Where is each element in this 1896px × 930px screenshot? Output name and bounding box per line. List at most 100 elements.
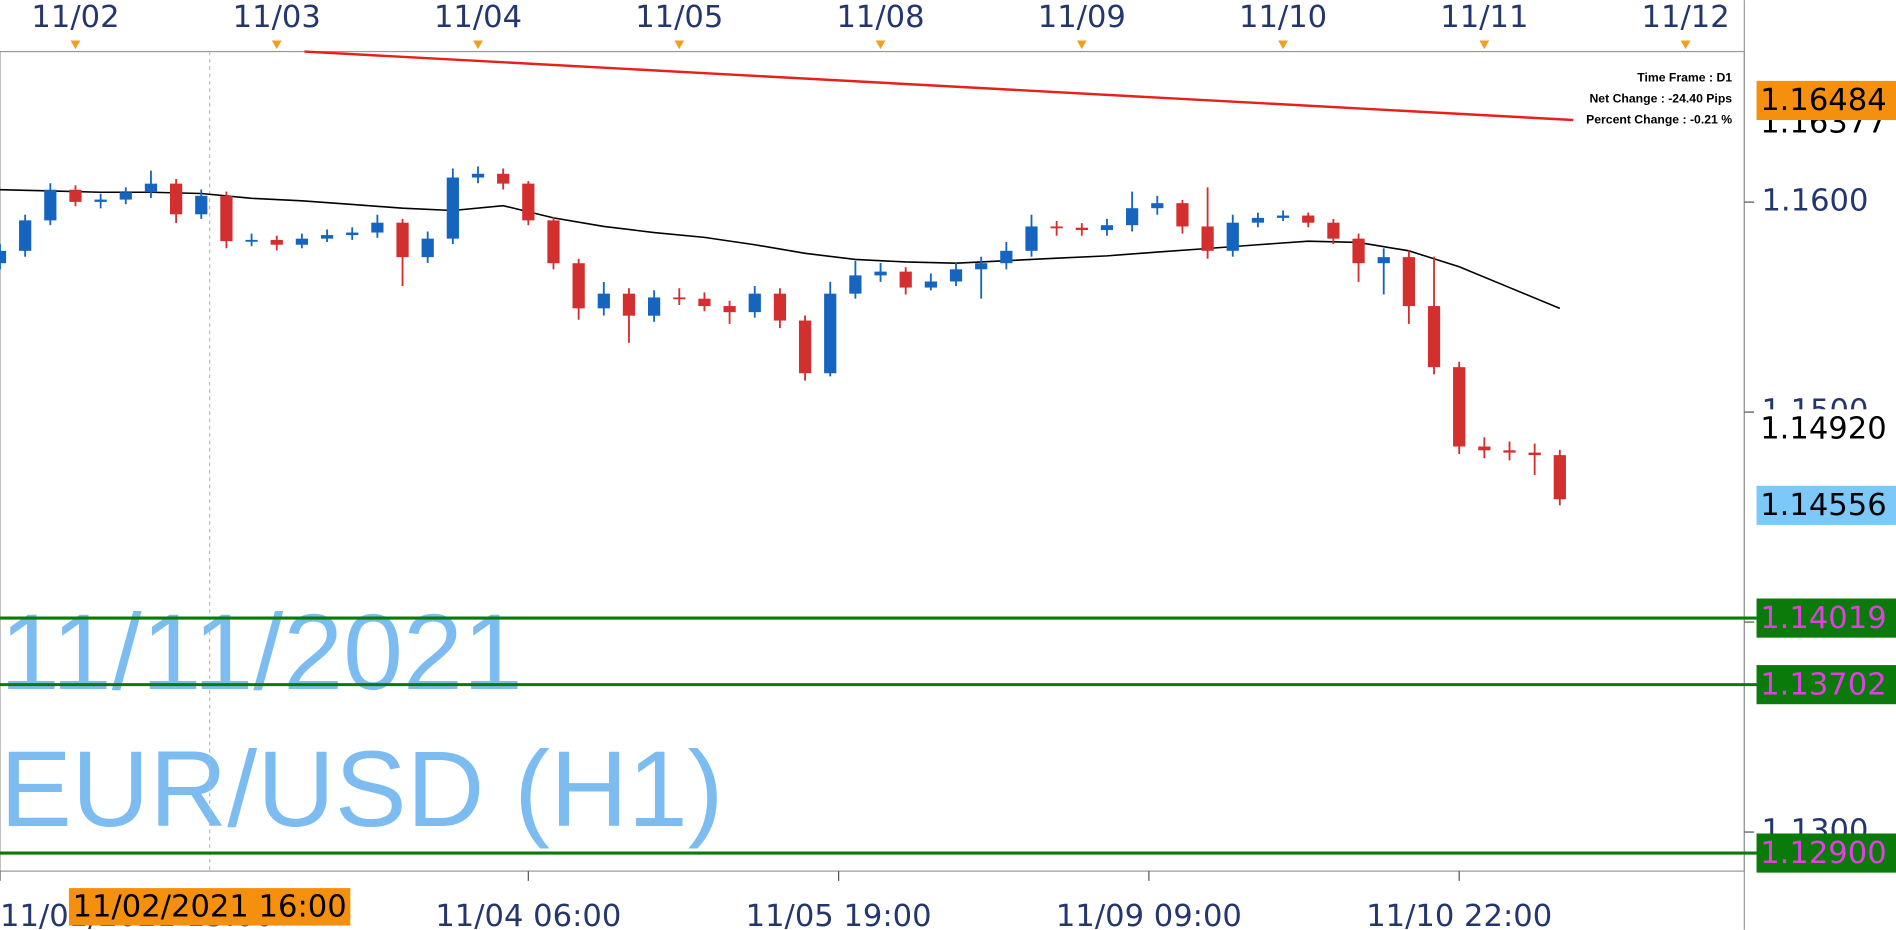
level-box bbox=[1756, 833, 1896, 873]
candle-body bbox=[220, 195, 233, 242]
top-x-tick bbox=[1680, 40, 1691, 50]
candle-body bbox=[899, 271, 912, 288]
candle-body bbox=[446, 177, 459, 239]
level-label: 1.14019 bbox=[1760, 601, 1886, 636]
price-label: 1.14920 bbox=[1760, 412, 1886, 447]
candle-body bbox=[0, 250, 7, 264]
candle-body bbox=[144, 183, 158, 193]
candle-body bbox=[69, 189, 82, 202]
bottom-x-tick-label: 11/04 06:00 bbox=[435, 899, 621, 930]
candle-body bbox=[1176, 203, 1189, 227]
candle-body bbox=[1453, 367, 1466, 447]
top-x-tick bbox=[1278, 40, 1288, 50]
candle-body bbox=[195, 195, 208, 215]
candle-body bbox=[547, 220, 560, 264]
candle-body bbox=[1276, 215, 1290, 218]
candle-body bbox=[622, 293, 636, 316]
candle-body bbox=[874, 271, 887, 276]
candle-body bbox=[949, 269, 963, 282]
level-box bbox=[1756, 665, 1896, 705]
candle-body bbox=[19, 220, 32, 251]
candle-body bbox=[1126, 208, 1139, 226]
candle-body bbox=[1226, 222, 1239, 251]
top-x-tick-label: 11/11 bbox=[1440, 0, 1528, 35]
candle-body bbox=[849, 275, 862, 294]
candle-body bbox=[320, 235, 334, 239]
top-x-tick-label: 11/09 bbox=[1038, 0, 1126, 35]
candle-body bbox=[169, 183, 183, 215]
candle-body bbox=[975, 263, 988, 270]
candle-body bbox=[1478, 446, 1491, 451]
price-box bbox=[1756, 409, 1896, 449]
candle-body bbox=[1553, 455, 1566, 500]
candle-body bbox=[44, 189, 57, 221]
top-x-tick bbox=[1479, 40, 1490, 50]
candle-body bbox=[295, 238, 309, 245]
candle-body bbox=[497, 173, 510, 184]
top-x-tick bbox=[1076, 40, 1087, 50]
candle-body bbox=[1251, 217, 1265, 223]
price-box bbox=[1756, 485, 1896, 525]
moving-average bbox=[0, 188, 1561, 310]
top-x-tick-label: 11/04 bbox=[434, 0, 522, 35]
candle-body bbox=[648, 297, 661, 316]
candle-body bbox=[1201, 226, 1214, 251]
bottom-x-tick-label: 11/10 22:00 bbox=[1366, 899, 1552, 930]
info-text: Time Frame : D1 bbox=[1637, 71, 1732, 85]
price-label: 1.16484 bbox=[1760, 83, 1886, 118]
candle-body bbox=[396, 222, 409, 258]
candle-body bbox=[119, 192, 132, 200]
candle-body bbox=[270, 239, 283, 245]
candle-body bbox=[371, 222, 384, 233]
top-x-tick-label: 11/02 bbox=[31, 0, 119, 35]
candle-body bbox=[924, 281, 937, 288]
level-label: 1.12900 bbox=[1760, 836, 1886, 871]
watermark-date: 11/11/2021 bbox=[0, 592, 523, 712]
candle-body bbox=[1402, 257, 1415, 307]
level-label: 1.13702 bbox=[1760, 667, 1886, 702]
candle-body bbox=[748, 293, 761, 313]
candle-body bbox=[346, 232, 359, 236]
candle-body bbox=[1427, 306, 1441, 368]
top-x-tick bbox=[70, 40, 81, 50]
candle-body bbox=[1000, 250, 1013, 264]
top-x-tick bbox=[674, 40, 685, 50]
info-text: Percent Change : -0.21 % bbox=[1586, 112, 1732, 126]
price-box bbox=[1756, 80, 1896, 121]
price-label: 1.14556 bbox=[1760, 488, 1886, 523]
candle-body bbox=[1352, 238, 1365, 264]
candle-body bbox=[798, 320, 812, 374]
candle-body bbox=[1528, 452, 1541, 456]
candle-body bbox=[94, 199, 107, 202]
candle-body bbox=[1050, 226, 1063, 229]
top-x-tick-label: 11/08 bbox=[836, 0, 924, 35]
candle-body bbox=[597, 293, 610, 309]
top-x-tick bbox=[473, 40, 483, 50]
crosshair-label: 11/02/2021 16:00 bbox=[73, 889, 347, 924]
candle-body bbox=[522, 183, 535, 221]
level-box bbox=[1756, 598, 1896, 638]
candle-body bbox=[1302, 215, 1315, 223]
candle-body bbox=[1151, 203, 1164, 209]
watermark-symbol: EUR/USD (H1) bbox=[0, 729, 724, 849]
candle-body bbox=[1100, 225, 1114, 231]
crosshair-box bbox=[68, 888, 351, 926]
candle-body bbox=[1327, 222, 1340, 239]
top-x-tick bbox=[875, 40, 886, 50]
info-text: Net Change : -24.40 Pips bbox=[1589, 91, 1732, 105]
top-x-tick-label: 11/10 bbox=[1239, 0, 1327, 35]
top-x-tick-label: 11/03 bbox=[233, 0, 321, 35]
plot-frame bbox=[0, 50, 1745, 872]
candle-body bbox=[673, 297, 686, 300]
candle-body bbox=[824, 293, 837, 374]
trend-line bbox=[304, 50, 1574, 122]
candle-body bbox=[245, 239, 258, 242]
bottom-x-tick-label: 11/09 09:00 bbox=[1056, 899, 1242, 930]
candle-body bbox=[471, 173, 485, 178]
candle-body bbox=[1025, 226, 1038, 251]
candle-body bbox=[1075, 227, 1088, 231]
candle-body bbox=[572, 263, 585, 309]
candle-body bbox=[698, 298, 711, 307]
candle-body bbox=[773, 293, 787, 321]
